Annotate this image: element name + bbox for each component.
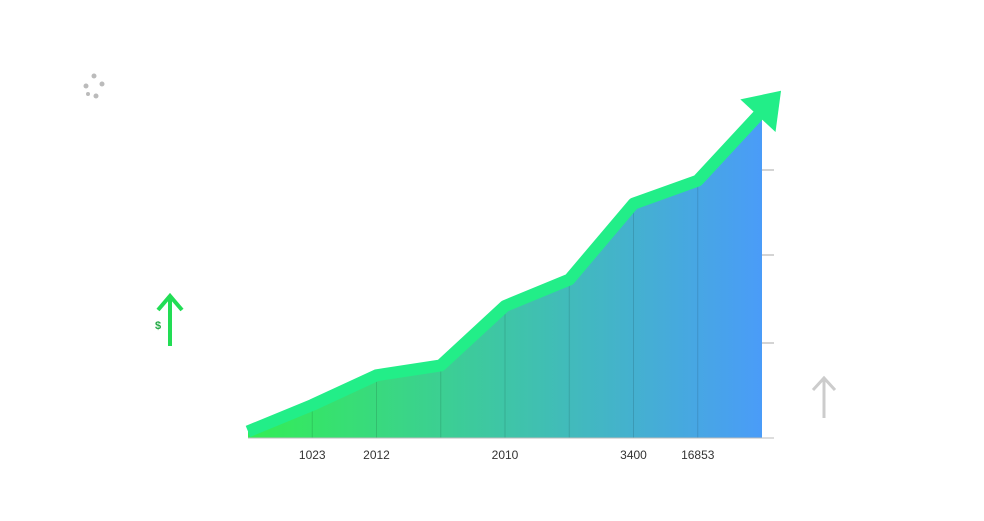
arrow-head (740, 90, 782, 133)
icon-label: $ (155, 320, 161, 332)
x-tick-label: 2010 (492, 448, 519, 462)
area-fill (248, 111, 762, 439)
x-tick-label: 3400 (620, 448, 647, 462)
decor-dots (83, 73, 105, 99)
x-tick-label: 16853 (681, 448, 715, 462)
dollar-arrow-icon: $ (155, 292, 184, 346)
x-tick-label: 2012 (363, 448, 390, 462)
x-tick-label: 1023 (299, 448, 326, 462)
trend-line (245, 107, 767, 437)
gray-arrow-icon (811, 375, 837, 418)
